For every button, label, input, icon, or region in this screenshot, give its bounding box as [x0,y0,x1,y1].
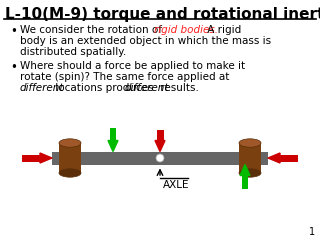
Text: rotate (spin)? The same force applied at: rotate (spin)? The same force applied at [20,72,229,82]
Text: distributed spatially.: distributed spatially. [20,47,126,57]
Ellipse shape [59,139,81,147]
Text: •: • [10,61,17,74]
Ellipse shape [239,169,261,177]
Bar [52,151,268,164]
Bar [239,143,261,173]
Bar [22,155,40,162]
Bar [280,155,298,162]
Polygon shape [268,153,280,163]
Text: We consider the rotation of: We consider the rotation of [20,25,165,35]
Ellipse shape [59,169,81,177]
Text: body is an extended object in which the mass is: body is an extended object in which the … [20,36,271,46]
Bar [59,143,81,173]
Text: rigid bodies.: rigid bodies. [154,25,218,35]
Text: A rigid: A rigid [204,25,241,35]
Text: •: • [10,25,17,38]
Ellipse shape [239,139,261,147]
Text: L-10(M-9) torque and rotational inertia: L-10(M-9) torque and rotational inertia [5,7,320,22]
Polygon shape [155,140,165,151]
Text: AXLE: AXLE [163,180,189,190]
Polygon shape [108,140,118,151]
Polygon shape [240,164,250,175]
Bar [156,130,164,140]
Polygon shape [40,153,52,163]
Text: locations produces: locations produces [52,83,157,93]
Circle shape [156,154,164,162]
Text: Where should a force be applied to make it: Where should a force be applied to make … [20,61,245,71]
Text: different: different [20,83,65,93]
Text: results.: results. [157,83,199,93]
Bar [110,127,116,140]
Text: 1: 1 [309,227,315,237]
Text: different: different [125,83,170,93]
Bar [242,175,248,188]
